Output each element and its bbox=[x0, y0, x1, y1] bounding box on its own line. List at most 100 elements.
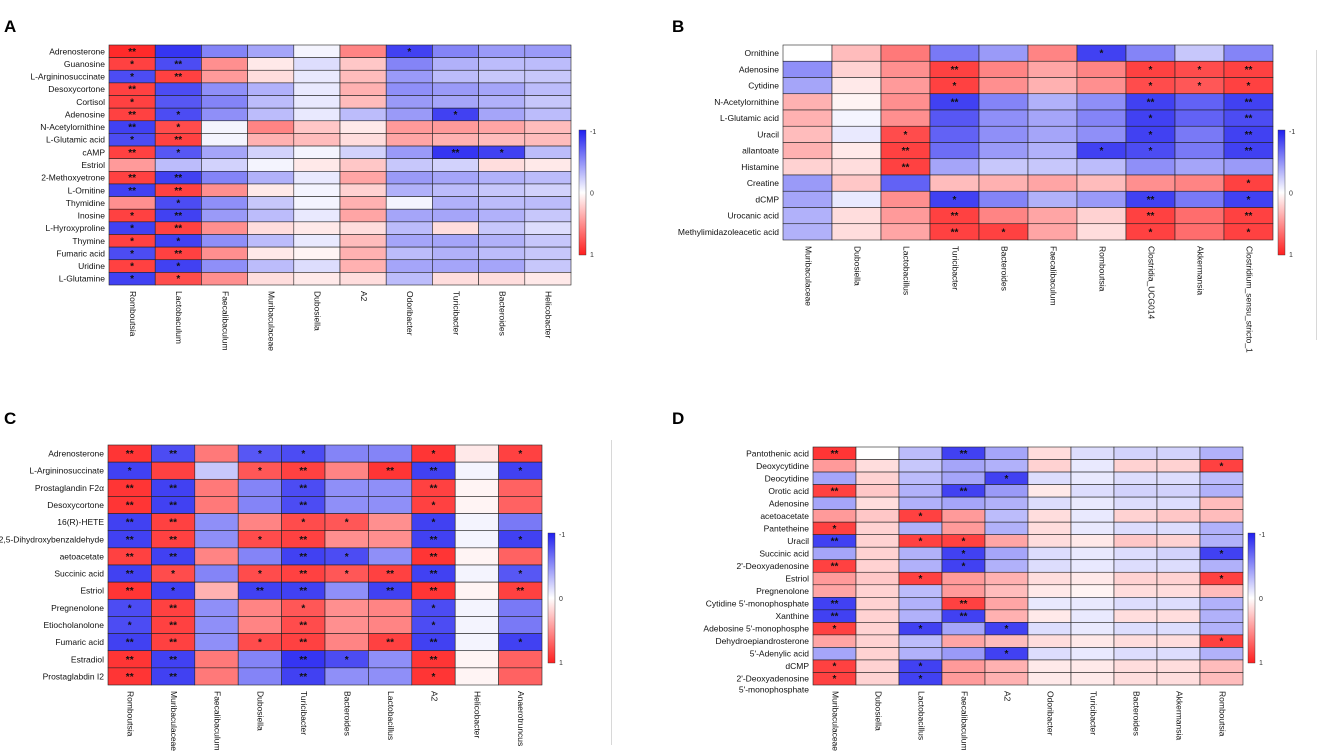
heatmap-cell bbox=[978, 109, 1029, 127]
heatmap-cell bbox=[478, 82, 526, 96]
heatmap-cell bbox=[978, 190, 1029, 208]
color-scale-tick-mid: 0 bbox=[1259, 596, 1263, 603]
column-label: Odoribacter bbox=[405, 291, 415, 336]
significance-marker: ** bbox=[126, 672, 134, 683]
heatmap-cell bbox=[339, 120, 387, 134]
column-label: Romboutsia bbox=[1217, 691, 1227, 737]
heatmap-cell bbox=[339, 158, 387, 172]
heatmap-cell bbox=[339, 145, 387, 159]
heatmap-cell bbox=[454, 633, 499, 652]
row-label: Pantothenic acid bbox=[746, 448, 809, 458]
heatmap-cell bbox=[1027, 446, 1072, 460]
significance-marker: * bbox=[1220, 637, 1224, 648]
column-label: Muribaculaceae bbox=[830, 691, 840, 751]
heatmap-cell bbox=[385, 57, 433, 71]
heatmap-cell bbox=[855, 471, 900, 485]
heatmap-cell bbox=[524, 234, 572, 248]
heatmap-cell bbox=[898, 471, 943, 485]
column-label: Bacteroides bbox=[342, 691, 352, 736]
heatmap-cell bbox=[385, 196, 433, 210]
heatmap-cell bbox=[1174, 44, 1225, 62]
significance-marker: * bbox=[345, 655, 349, 666]
heatmap-cell bbox=[1174, 93, 1225, 111]
significance-marker: * bbox=[1247, 81, 1251, 92]
row-label: 16(R)-HETE bbox=[57, 517, 104, 527]
column-label: Muribaculaceae bbox=[266, 291, 276, 351]
significance-marker: ** bbox=[299, 569, 307, 580]
heatmap-cell bbox=[880, 60, 931, 78]
significance-marker: ** bbox=[128, 110, 136, 121]
heatmap-cell bbox=[984, 672, 1029, 686]
significance-marker: * bbox=[500, 148, 504, 159]
significance-marker: * bbox=[130, 135, 134, 146]
heatmap-cell bbox=[984, 634, 1029, 648]
heatmap-cell bbox=[1199, 622, 1244, 636]
heatmap-cell bbox=[929, 125, 980, 143]
row-label: aetoacetate bbox=[60, 551, 105, 561]
heatmap-cell bbox=[1027, 496, 1072, 510]
significance-marker: * bbox=[407, 47, 411, 58]
heatmap-cell bbox=[941, 672, 986, 686]
significance-marker: ** bbox=[960, 612, 968, 623]
heatmap-cell bbox=[1113, 647, 1158, 661]
heatmap-cell bbox=[154, 44, 202, 58]
significance-marker: * bbox=[518, 466, 522, 477]
heatmap-cell bbox=[339, 234, 387, 248]
heatmap-cell bbox=[978, 174, 1029, 192]
significance-marker: * bbox=[176, 236, 180, 247]
heatmap-cell bbox=[984, 509, 1029, 523]
heatmap-cell bbox=[194, 547, 239, 566]
heatmap-cell bbox=[237, 496, 282, 514]
column-label: Lactobaculum bbox=[174, 291, 184, 344]
column-label: Helicobacter bbox=[544, 291, 554, 338]
row-label: Deoxycytidine bbox=[756, 461, 809, 471]
significance-marker: ** bbox=[299, 535, 307, 546]
heatmap-cell bbox=[324, 633, 369, 652]
row-label: cAMP bbox=[82, 147, 105, 157]
heatmap-cell bbox=[201, 82, 248, 96]
heatmap-cell bbox=[812, 647, 857, 661]
heatmap-cell bbox=[880, 44, 931, 62]
heatmap-cell bbox=[194, 530, 239, 549]
heatmap-cell bbox=[1027, 571, 1072, 586]
color-scale-tick-top: -1 bbox=[1289, 129, 1295, 136]
heatmap-cell bbox=[247, 120, 295, 134]
heatmap-cell bbox=[978, 77, 1029, 95]
significance-marker: ** bbox=[1245, 97, 1253, 108]
heatmap-cell bbox=[385, 208, 433, 223]
heatmap-cell bbox=[1199, 559, 1244, 573]
significance-marker: * bbox=[1005, 649, 1009, 660]
heatmap-cell bbox=[929, 109, 980, 127]
column-label: A2 bbox=[359, 291, 369, 302]
heatmap-cell bbox=[385, 120, 433, 134]
significance-marker: ** bbox=[831, 599, 839, 610]
heatmap-cell bbox=[524, 133, 572, 147]
significance-marker: ** bbox=[430, 466, 438, 477]
heatmap-cell bbox=[1199, 446, 1244, 460]
significance-marker: * bbox=[301, 603, 305, 614]
row-label: Cytidine 5'-monophosphate bbox=[706, 599, 809, 609]
heatmap-cell bbox=[432, 95, 479, 109]
heatmap-cell bbox=[831, 77, 882, 95]
heatmap-cell bbox=[1076, 109, 1127, 127]
row-label: N-Acetylornithine bbox=[40, 122, 105, 132]
significance-marker: ** bbox=[951, 227, 959, 238]
heatmap-cell bbox=[201, 44, 248, 58]
row-label: L-Hyroxyproline bbox=[45, 223, 105, 233]
heatmap-cell bbox=[1076, 93, 1127, 111]
heatmap-cell bbox=[385, 82, 433, 96]
heatmap-cell bbox=[855, 584, 900, 598]
column-label: Dubosiella bbox=[873, 691, 883, 731]
heatmap-cell bbox=[898, 559, 943, 573]
significance-marker: ** bbox=[1245, 146, 1253, 157]
significance-marker: ** bbox=[951, 97, 959, 108]
heatmap-cell bbox=[1113, 559, 1158, 573]
significance-marker: ** bbox=[430, 483, 438, 494]
heatmap-cell bbox=[498, 547, 543, 566]
heatmap-cell bbox=[247, 95, 295, 109]
color-scale-tick-mid: 0 bbox=[590, 191, 594, 198]
heatmap-cell bbox=[831, 223, 882, 241]
heatmap-cell bbox=[339, 57, 387, 71]
column-label: Bacteroides bbox=[999, 246, 1009, 291]
heatmap-cell bbox=[1027, 174, 1078, 192]
